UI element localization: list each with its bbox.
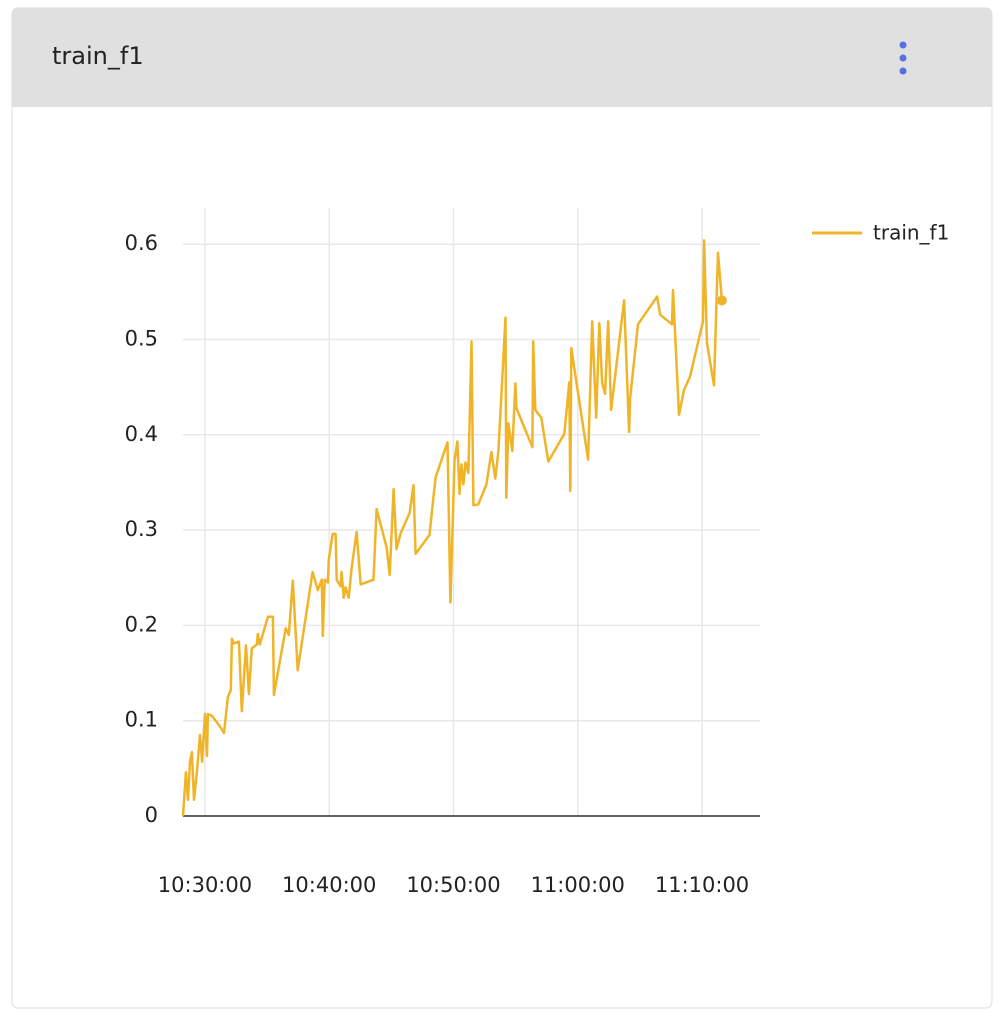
x-tick-label: 11:00:00 [531,873,625,897]
x-tick-label: 10:50:00 [406,873,500,897]
x-tick-label: 11:10:00 [655,873,749,897]
last-point [716,295,727,306]
card-frame [11,7,993,1009]
y-tick-label: 0.2 [125,612,158,636]
x-tick-label: 10:30:00 [158,873,252,897]
y-tick-label: 0.6 [125,231,158,255]
menu-dot[interactable] [899,67,907,75]
y-tick-label: 0.1 [125,708,158,732]
series-line [181,239,724,817]
y-tick-label: 0.5 [125,327,158,351]
y-tick-label: 0.3 [125,517,158,541]
y-tick-label: 0.4 [125,422,158,446]
menu-dot[interactable] [899,54,907,62]
menu-button[interactable] [899,41,907,75]
legend-label: train_f1 [873,221,949,245]
y-tick-label: 0 [145,803,158,827]
x-tick-label: 10:40:00 [282,873,376,897]
card-header [12,8,992,107]
menu-dot[interactable] [899,41,907,49]
card-title: train_f1 [52,42,144,70]
